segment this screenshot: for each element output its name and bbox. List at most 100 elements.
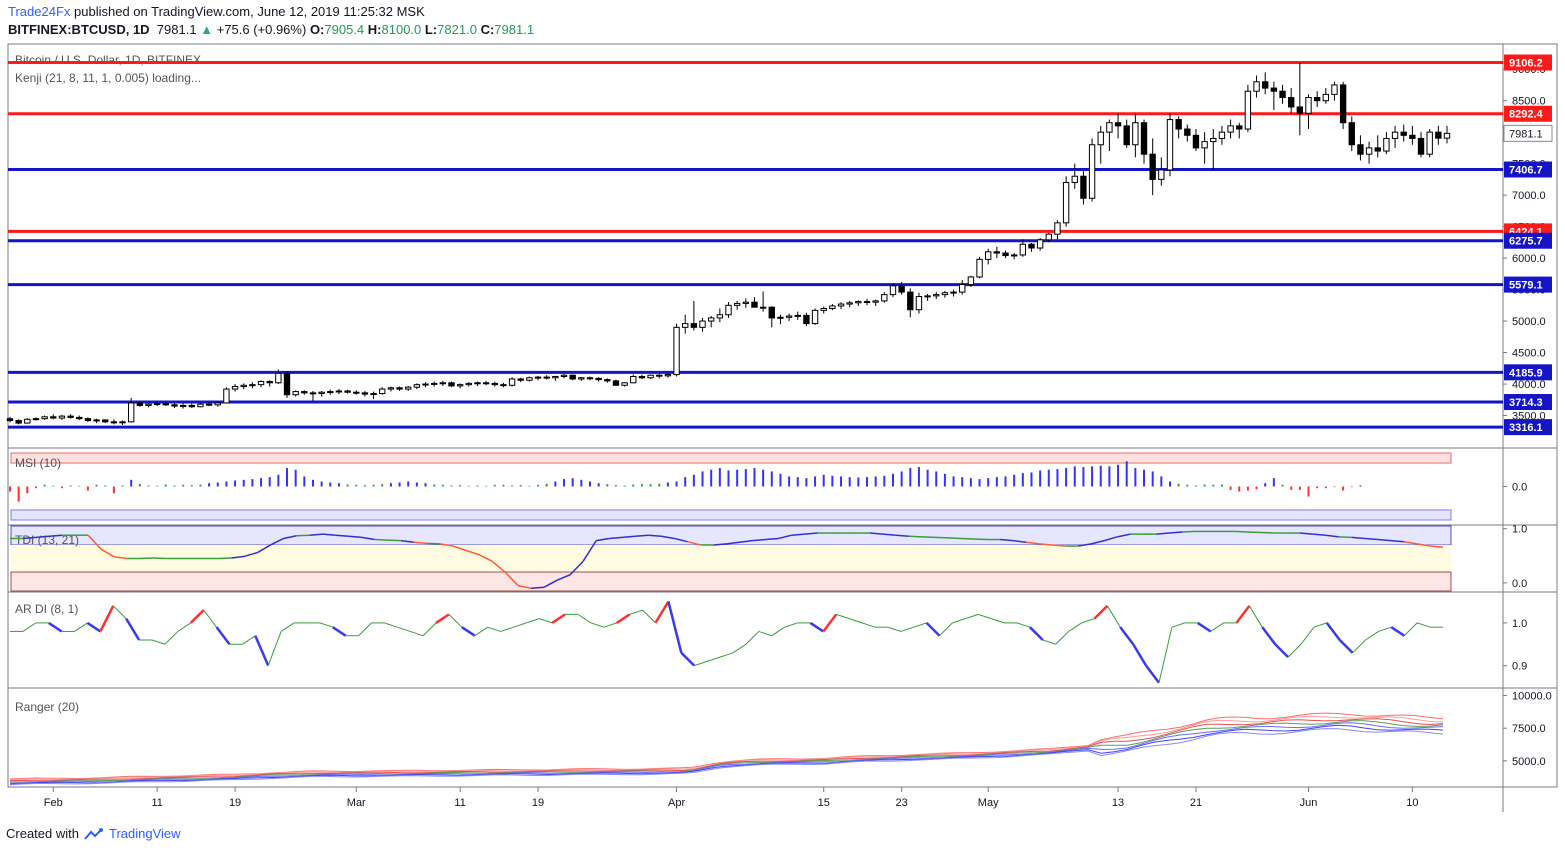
price-change: +75.6 (+0.96%) xyxy=(216,22,307,37)
ardi-segment xyxy=(1093,604,1109,620)
ardi-segment xyxy=(836,613,850,620)
candle-body xyxy=(560,374,568,377)
low-label: L: xyxy=(424,22,438,37)
close-value: 7981.1 xyxy=(494,22,535,37)
ardi-segment xyxy=(22,622,37,632)
candle-body xyxy=(188,404,195,408)
ardi-segment xyxy=(1300,626,1315,645)
tdi-segment xyxy=(1013,539,1027,543)
candle-body xyxy=(699,320,706,328)
ardi-segment xyxy=(629,609,643,615)
ardi-segment xyxy=(616,613,631,624)
ardi-segment xyxy=(978,613,992,620)
candle-body xyxy=(1348,122,1355,146)
footer: Created with TradingView xyxy=(6,826,181,841)
tdi-segment xyxy=(348,535,362,539)
ardi-segment xyxy=(125,617,141,641)
candle-body xyxy=(578,377,585,380)
candle-body xyxy=(309,392,317,395)
ardi-segment xyxy=(410,630,424,637)
candle-body xyxy=(430,382,438,385)
candle-body xyxy=(777,316,784,319)
ardi-segment xyxy=(706,656,721,662)
tdi-segment xyxy=(114,556,128,560)
ohlc-header: BITFINEX:BTCUSD, 1D 7981.1 ▲ +75.6 (+0.9… xyxy=(8,22,534,37)
tdi-segment xyxy=(1377,538,1391,542)
level-tag-label: 3714.3 xyxy=(1509,397,1543,409)
level-tag-label: 5579.1 xyxy=(1509,280,1543,292)
candle-body xyxy=(976,258,983,278)
ranger-tick-label: 7500.0 xyxy=(1512,723,1546,735)
candle-body xyxy=(855,301,862,304)
candle-body xyxy=(586,377,594,380)
candle-body xyxy=(630,375,637,384)
tdi-segment xyxy=(465,549,480,556)
ardi-segment xyxy=(215,626,231,646)
tdi-segment xyxy=(1390,539,1404,543)
tdi-segment xyxy=(1234,530,1248,533)
time-tick-label: 19 xyxy=(229,797,241,809)
ardi-segment xyxy=(48,621,63,633)
candle-body xyxy=(846,302,853,305)
time-tick-label: Mar xyxy=(347,797,366,809)
ardi-segment xyxy=(1145,664,1160,684)
candle-body xyxy=(915,296,923,311)
publish-info: published on TradingView.com, June 12, 2… xyxy=(74,4,425,19)
candle-body xyxy=(725,304,732,316)
candle-body xyxy=(1054,222,1061,235)
close-label: C: xyxy=(480,22,495,37)
candle-body xyxy=(759,306,767,309)
tdi-segment xyxy=(504,571,519,587)
ardi-segment xyxy=(1352,639,1366,654)
price-tick-label: 4000.0 xyxy=(1512,379,1546,391)
author-name[interactable]: Trade24Fx xyxy=(8,4,71,19)
ardi-segment xyxy=(809,621,825,633)
candle-body xyxy=(517,378,524,381)
candle-body xyxy=(1210,137,1217,143)
price-tick-label: 8500.0 xyxy=(1512,96,1546,108)
candle-body xyxy=(93,419,100,422)
time-tick-label: 11 xyxy=(454,797,465,809)
time-tick-label: Feb xyxy=(44,797,63,809)
tdi-segment xyxy=(973,538,988,541)
ranger-line xyxy=(9,712,1444,780)
high-value: 8100.0 xyxy=(381,22,422,37)
ardi-segment xyxy=(1261,626,1277,646)
candle-body xyxy=(1002,252,1009,257)
tdi-segment xyxy=(1078,543,1092,547)
candle-body xyxy=(1114,122,1122,127)
candle-body xyxy=(102,419,109,423)
candle-body xyxy=(569,374,576,380)
tdi-segment xyxy=(309,533,323,536)
tdi-segment xyxy=(1104,536,1118,542)
tradingview-link[interactable]: TradingView xyxy=(108,826,181,841)
candle-body xyxy=(448,382,455,387)
ardi-segment xyxy=(332,626,347,637)
tdi-segment xyxy=(270,537,284,546)
price-tick-label: 4500.0 xyxy=(1512,348,1546,360)
ardi-segment xyxy=(1210,622,1224,632)
ardi-segment xyxy=(939,622,953,637)
candle-body xyxy=(967,276,975,286)
ardi-segment xyxy=(267,631,282,666)
candle-body xyxy=(1080,175,1087,199)
tdi-tick-label: 1.0 xyxy=(1512,524,1527,536)
ardi-segment xyxy=(397,626,411,632)
candle-body xyxy=(1253,81,1260,92)
indicator-status: Kenji (21, 8, 11, 1, 0.005) loading... xyxy=(15,71,201,85)
ardi-segment xyxy=(654,600,670,624)
ardi-segment xyxy=(164,631,179,645)
tdi-segment xyxy=(244,551,258,558)
tdi-segment xyxy=(1026,541,1040,545)
ranger-tick-label: 5000.0 xyxy=(1512,756,1546,768)
candle-body xyxy=(50,416,57,419)
level-tag-label: 4185.9 xyxy=(1509,367,1543,379)
candle-body xyxy=(1158,169,1165,180)
candle-body xyxy=(1365,147,1373,155)
last-price-tag-label: 7981.1 xyxy=(1509,128,1543,140)
ranger-title: Ranger (20) xyxy=(15,700,79,714)
ardi-segment xyxy=(1274,643,1289,658)
candle-body xyxy=(907,291,914,311)
ardi-segment xyxy=(1068,622,1082,632)
